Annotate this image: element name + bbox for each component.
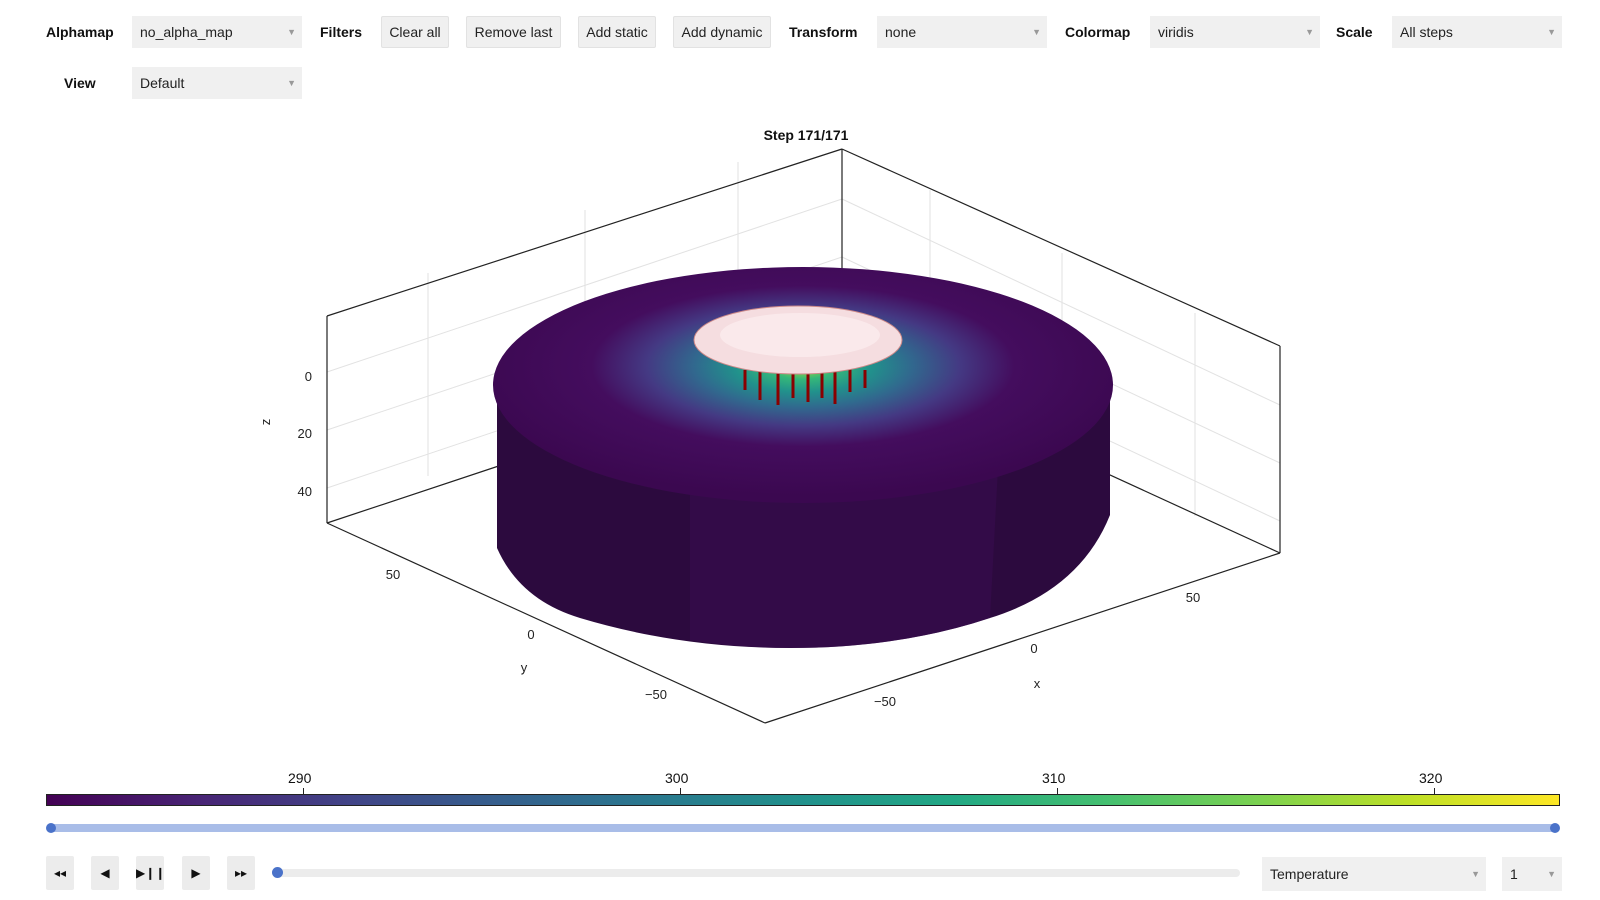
cylinder-top — [493, 267, 1113, 503]
add-dynamic-button[interactable]: Add dynamic — [673, 16, 771, 48]
play-icon: ▶ — [191, 866, 201, 880]
scale-label: Scale — [1336, 24, 1373, 40]
z-tick-0: 0 — [305, 369, 312, 384]
scale-value: All steps — [1400, 24, 1453, 40]
transform-select[interactable]: none ▼ — [877, 16, 1047, 48]
transform-value: none — [885, 24, 917, 40]
alphamap-select[interactable]: no_alpha_map ▼ — [132, 16, 302, 48]
fast-forward-icon: ▸▸ — [234, 866, 248, 880]
time-slider-handle[interactable] — [272, 867, 283, 878]
component-select[interactable]: 1 ▼ — [1502, 857, 1562, 891]
scale-select[interactable]: All steps ▼ — [1392, 16, 1562, 48]
view-value: Default — [140, 75, 185, 91]
view-label: View — [64, 75, 96, 91]
chevron-down-icon: ▼ — [1032, 27, 1041, 37]
fast-forward-button[interactable]: ▸▸ — [227, 856, 255, 890]
colorbar-tick-mark — [680, 788, 681, 794]
time-slider[interactable] — [272, 867, 1240, 878]
colorbar-tick-mark — [1057, 788, 1058, 794]
z-tick-20: 20 — [298, 426, 312, 441]
y-axis-label: y — [521, 660, 528, 675]
component-value: 1 — [1510, 866, 1518, 882]
variable-select[interactable]: Temperature ▼ — [1262, 857, 1486, 891]
step-back-button[interactable]: ◀ — [91, 856, 119, 890]
y-tick-0: 0 — [527, 627, 534, 642]
colorbar-tick-mark — [1434, 788, 1435, 794]
remove-last-button[interactable]: Remove last — [466, 16, 561, 48]
alphamap-label: Alphamap — [46, 24, 114, 40]
filters-label: Filters — [320, 24, 363, 40]
clear-all-button[interactable]: Clear all — [381, 16, 449, 48]
colorbar-tick-label: 300 — [665, 770, 689, 786]
y-tick-neg50: −50 — [645, 687, 667, 702]
colormap-label: Colormap — [1065, 24, 1131, 40]
chevron-down-icon: ▼ — [1547, 27, 1556, 37]
z-axis-label: z — [258, 419, 273, 426]
probe-sticks — [743, 368, 867, 405]
chevron-down-icon: ▼ — [1471, 869, 1480, 879]
y-tick-50: 50 — [386, 567, 400, 582]
colorbar-tick-label: 320 — [1419, 770, 1443, 786]
colorbar-tick-label: 310 — [1042, 770, 1066, 786]
variable-value: Temperature — [1270, 866, 1349, 882]
colorbar-tick-mark — [303, 788, 304, 794]
range-slider-track — [50, 824, 1556, 832]
time-slider-track — [272, 869, 1240, 877]
chevron-down-icon: ▼ — [287, 78, 296, 88]
chevron-down-icon: ▼ — [287, 27, 296, 37]
colorbar-tick-label: 290 — [288, 770, 312, 786]
probe-label-cloud — [693, 305, 903, 375]
rewind-button[interactable]: ◂◂ — [46, 856, 74, 890]
x-axis-label: x — [1034, 676, 1041, 691]
chevron-down-icon: ▼ — [1305, 27, 1314, 37]
step-back-icon: ◀ — [100, 866, 110, 880]
range-slider-low-handle[interactable] — [46, 823, 56, 833]
view-select[interactable]: Default ▼ — [132, 67, 302, 99]
range-slider-high-handle[interactable] — [1550, 823, 1560, 833]
plot-title: Step 171/171 — [764, 127, 849, 143]
colorbar — [46, 794, 1560, 806]
rewind-icon: ◂◂ — [53, 866, 67, 880]
transform-label: Transform — [789, 24, 858, 40]
chevron-down-icon: ▼ — [1547, 869, 1556, 879]
x-tick-0: 0 — [1030, 641, 1037, 656]
range-slider[interactable] — [46, 823, 1560, 833]
play-pause-icon: ▶❙❙ — [136, 866, 166, 880]
add-static-button[interactable]: Add static — [578, 16, 656, 48]
x-tick-neg50: −50 — [874, 694, 896, 709]
plot-3d[interactable]: Step 171/171 — [0, 0, 1600, 740]
z-tick-40: 40 — [298, 484, 312, 499]
colormap-select[interactable]: viridis ▼ — [1150, 16, 1320, 48]
alphamap-value: no_alpha_map — [140, 24, 233, 40]
colormap-value: viridis — [1158, 24, 1194, 40]
x-tick-50: 50 — [1186, 590, 1200, 605]
play-pause-button[interactable]: ▶❙❙ — [136, 856, 166, 890]
play-button[interactable]: ▶ — [182, 856, 210, 890]
